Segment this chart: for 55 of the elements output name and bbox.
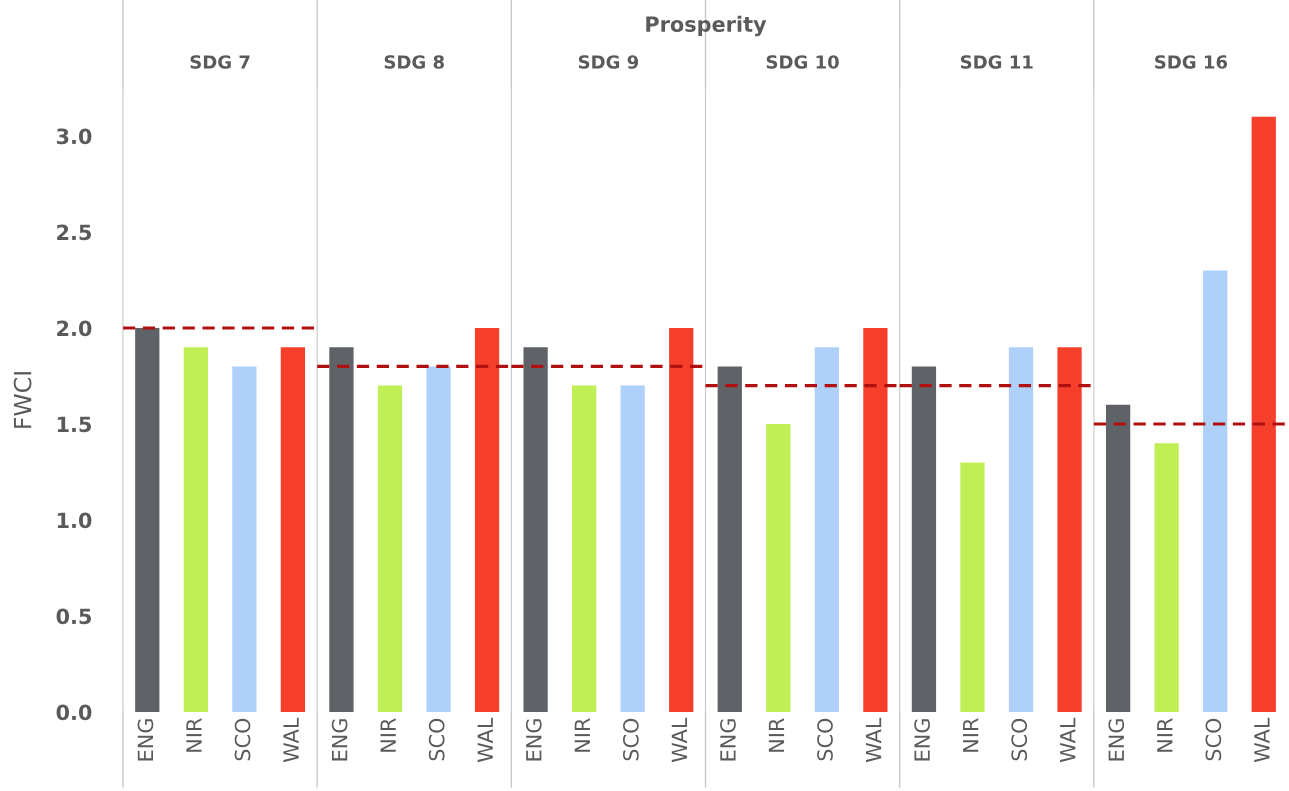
x-tick-label: SCO (817, 718, 833, 761)
y-tick-label: 0.5 (56, 608, 91, 625)
y-tick-label: 3.0 (56, 128, 92, 145)
x-tick-label: NIR (186, 718, 202, 752)
chart-title: SDG 9 (578, 55, 639, 69)
x-tick-label: SCO (622, 718, 639, 761)
bar (863, 328, 888, 712)
bar (232, 366, 257, 712)
x-tick-label: ENG (720, 719, 736, 761)
chart-title: SDG 11 (960, 55, 1033, 69)
x-tick-label: WAL (671, 717, 687, 763)
bar (1105, 404, 1131, 712)
x-tick-label: WAL (1060, 717, 1076, 763)
x-tick-label: WAL (865, 717, 882, 763)
x-tick-label: NIR (963, 718, 979, 752)
x-tick-label: ENG (137, 719, 154, 761)
bar (329, 347, 354, 712)
chart-title: SDG 10 (766, 55, 839, 69)
x-tick-label: ENG (525, 719, 542, 761)
x-tick-label: WAL (283, 717, 299, 763)
x-tick-label: SCO (428, 718, 445, 761)
x-tick-label: ENG (331, 719, 348, 761)
x-tick-label: ENG (1108, 719, 1125, 761)
y-axis-title: FWCI (13, 372, 32, 428)
bar (426, 366, 451, 712)
bar (814, 347, 839, 712)
x-tick-label: NIR (574, 718, 590, 752)
y-tick-label: 2.5 (57, 224, 91, 241)
x-tick-label: SCO (1011, 718, 1028, 761)
y-tick-label: 2.0 (57, 320, 92, 337)
bar (717, 366, 742, 712)
x-tick-label: ENG (914, 719, 930, 761)
bar (766, 424, 791, 712)
x-tick-label: NIR (380, 718, 396, 752)
x-tick-label: SCO (1205, 718, 1222, 761)
chart-title: SDG 8 (384, 55, 444, 69)
x-tick-label: NIR (1157, 718, 1173, 752)
x-tick-label: WAL (1254, 717, 1270, 763)
bar (1203, 270, 1228, 712)
text: Prosperity (646, 15, 767, 37)
x-tick-label: SCO (234, 718, 251, 761)
y-tick-label: 0.0 (56, 704, 92, 721)
chart-title: SDG 7 (190, 55, 250, 69)
bar (135, 328, 160, 712)
chart-title: SDG 16 (1155, 55, 1228, 69)
x-tick-label: NIR (768, 718, 785, 752)
bar (474, 328, 500, 712)
x-tick-label: WAL (477, 717, 493, 763)
bar (1251, 116, 1276, 712)
bar (280, 347, 306, 712)
y-tick-label: 1.5 (57, 416, 91, 433)
bar (183, 347, 208, 712)
bar (1154, 443, 1179, 712)
y-tick-label: 1.0 (57, 512, 92, 529)
bar (377, 385, 403, 712)
